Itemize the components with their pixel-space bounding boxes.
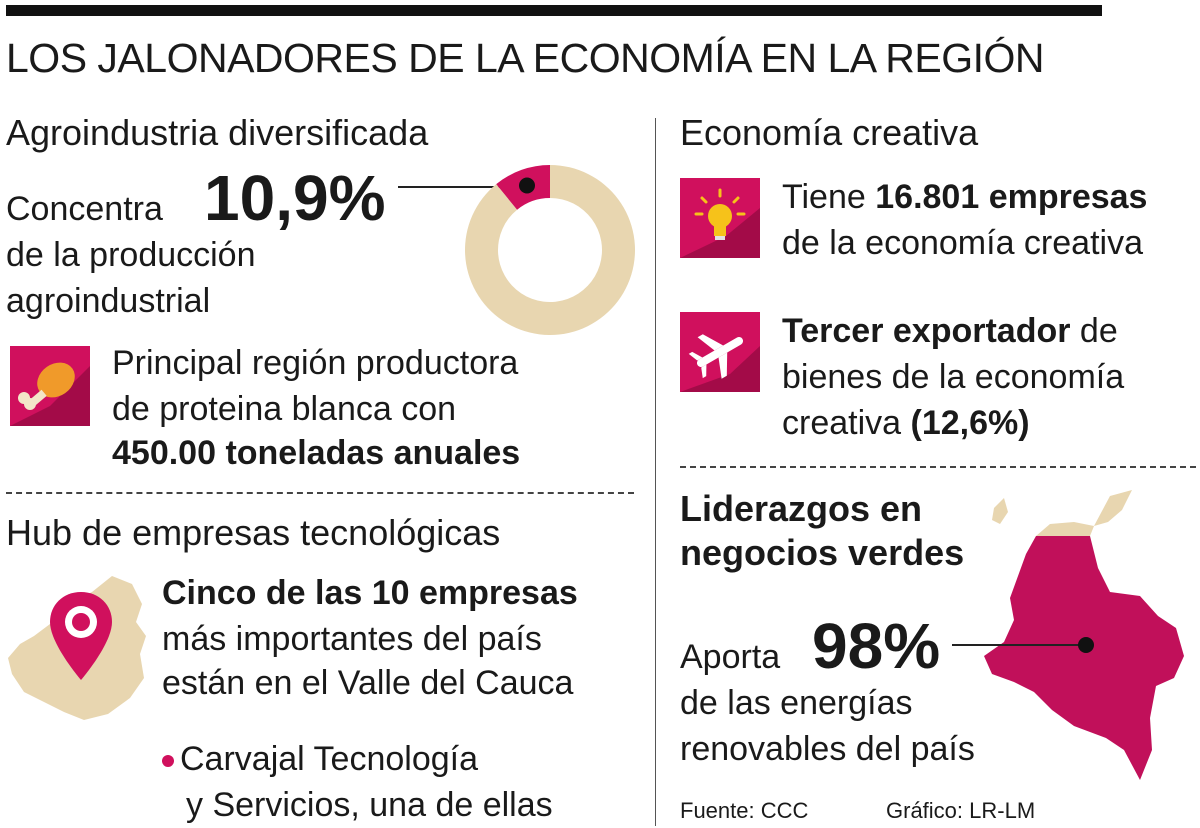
agro-line2: de la producción (6, 236, 256, 274)
verdes-percent: 98% (812, 610, 941, 682)
verdes-heading-line2: negocios verdes (680, 532, 965, 573)
hub-line2: más importantes del país (162, 620, 542, 658)
verdes-line2: de las energías (680, 684, 913, 722)
verdes-aporta-label: Aporta (680, 638, 781, 676)
item2-bold: Tercer exportador (782, 312, 1071, 350)
verdes-line3: renovables del país (680, 730, 975, 768)
airplane-icon (680, 312, 760, 392)
creativa-item2-line3: creativa (12,6%) (782, 404, 1030, 442)
column-divider (655, 118, 656, 826)
protein-line2: de proteina blanca con (112, 390, 457, 428)
hub-bullet-line1: Carvajal Tecnología (162, 740, 478, 778)
hub-line3: están en el Valle del Cauca (162, 664, 574, 702)
donut-group (465, 165, 635, 335)
item1-pre: Tiene (782, 178, 866, 216)
leader-line (398, 186, 530, 188)
creativa-item2-line1: Tercer exportador de (782, 312, 1118, 350)
footer-source: Fuente: CCC (680, 798, 809, 823)
item2-post: de (1079, 312, 1118, 350)
page-title: LOS JALONADORES DE LA ECONOMÍA EN LA REG… (6, 35, 1044, 81)
agro-percent: 10,9% (204, 162, 386, 234)
agro-heading: Agroindustria diversificada (6, 112, 429, 153)
item2-line3-pre: creativa (782, 404, 902, 442)
divider-right (680, 466, 1196, 468)
divider-left (6, 492, 634, 494)
creativa-item1-line1: Tiene 16.801 empresas (782, 178, 1147, 216)
agro-concentra-label: Concentra (6, 190, 163, 228)
verdes-leader-dot (1078, 637, 1094, 653)
creativa-item2-line2: bienes de la economía (782, 358, 1125, 396)
creativa-item1-line2: de la economía creativa (782, 224, 1143, 262)
bullet-dot (162, 755, 174, 768)
hub-bullet-line2: y Servicios, una de ellas (186, 786, 553, 824)
map-pin-icon (50, 592, 112, 680)
footer-credit: Gráfico: LR-LM (886, 798, 1036, 823)
item2-line3-bold: (12,6%) (910, 404, 1030, 442)
agro-line3: agroindustrial (6, 282, 211, 320)
verdes-leader-line (952, 644, 1084, 646)
creativa-heading: Economía creativa (680, 112, 979, 153)
chicken-leg-icon (10, 346, 90, 426)
protein-line1: Principal región productora (112, 344, 519, 382)
verdes-heading-line1: Liderazgos en (680, 488, 923, 529)
colombia-map (984, 490, 1184, 780)
item1-bold: 16.801 empresas (875, 178, 1148, 216)
donut-leader-dot (518, 177, 535, 194)
agro-donut-chart (465, 165, 635, 335)
top-rule (6, 5, 1102, 16)
hub-line1: Cinco de las 10 empresas (162, 574, 578, 612)
lightbulb-icon (680, 178, 760, 258)
protein-line3: 450.00 toneladas anuales (112, 434, 521, 472)
bullet-text: Carvajal Tecnología (180, 740, 478, 778)
hub-heading: Hub de empresas tecnológicas (6, 512, 501, 553)
donut-rest-slice (465, 165, 635, 335)
